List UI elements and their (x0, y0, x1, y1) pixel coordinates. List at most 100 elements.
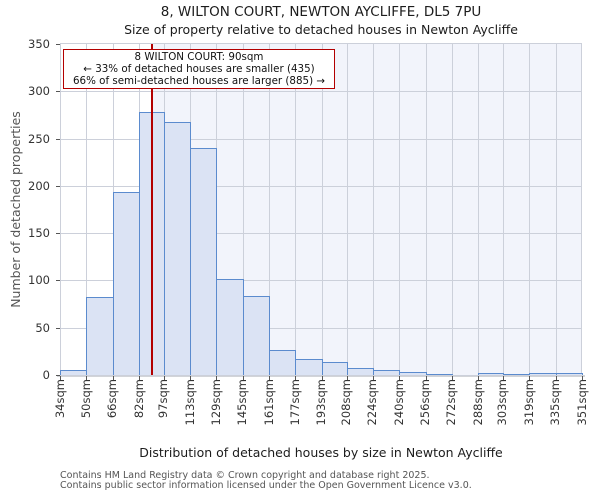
x-tick-label: 272sqm (444, 379, 459, 426)
x-tick-mark (478, 376, 480, 380)
y-tick-label: 0 (42, 368, 50, 382)
histogram-bar (372, 370, 401, 375)
histogram-bar (321, 361, 348, 375)
x-tick-label: 240sqm (391, 379, 406, 426)
horizontal-gridline (60, 185, 582, 187)
vertical-gridline (502, 44, 504, 375)
plot-area (60, 43, 583, 376)
chart-title: 8, WILTON COURT, NEWTON AYCLIFFE, DL5 7P… (160, 4, 482, 20)
x-tick-label: 335sqm (548, 379, 563, 426)
histogram-bar (112, 191, 141, 375)
vertical-gridline (529, 44, 531, 375)
vertical-gridline (581, 44, 582, 375)
x-tick-mark (60, 376, 61, 380)
histogram-bar (425, 373, 453, 375)
x-tick-label: 288sqm (470, 379, 485, 426)
x-tick-mark (190, 376, 192, 380)
x-tick-mark (399, 376, 401, 380)
x-tick-label: 256sqm (418, 379, 433, 426)
y-tick-mark (56, 327, 60, 329)
x-axis-label: Distribution of detached houses by size … (139, 445, 503, 460)
x-tick-mark (529, 376, 531, 380)
chart-subtitle: Size of property relative to detached ho… (124, 22, 518, 37)
x-tick-mark (163, 376, 165, 380)
annotation-line-2: ← 33% of detached houses are smaller (43… (83, 63, 315, 76)
x-tick-mark (86, 376, 88, 380)
x-tick-mark (425, 376, 427, 380)
x-tick-mark (582, 376, 583, 380)
histogram-bar (529, 373, 557, 375)
histogram-bar (295, 358, 323, 375)
x-tick-mark (321, 376, 323, 380)
footer-line-1: Contains HM Land Registry data © Crown c… (60, 470, 430, 481)
y-tick-mark (56, 44, 60, 45)
x-tick-label: 145sqm (235, 379, 250, 426)
x-tick-label: 97sqm (156, 379, 171, 419)
y-tick-label: 250 (28, 131, 50, 146)
horizontal-gridline (60, 327, 582, 329)
annotation-box: 8 WILTON COURT: 90sqm ← 33% of detached … (63, 49, 335, 89)
x-tick-label: 208sqm (339, 379, 354, 426)
histogram-bar (60, 370, 88, 375)
vertical-gridline (451, 44, 453, 375)
vertical-gridline (372, 44, 374, 375)
histogram-bar (555, 373, 583, 375)
histogram-bar (478, 373, 504, 375)
y-tick-mark (56, 375, 60, 376)
annotation-line-1: 8 WILTON COURT: 90sqm (134, 51, 264, 63)
histogram-bar (190, 148, 218, 375)
vertical-gridline (425, 44, 427, 375)
x-tick-label: 113sqm (182, 379, 197, 426)
x-tick-label: 224sqm (365, 379, 380, 426)
x-tick-label: 303sqm (495, 379, 510, 426)
vertical-gridline (86, 44, 88, 375)
y-tick-label: 50 (35, 320, 50, 335)
x-tick-label: 34sqm (52, 379, 67, 419)
x-tick-label: 82sqm (131, 379, 146, 419)
x-tick-mark (295, 376, 297, 380)
x-tick-label: 351sqm (574, 379, 589, 426)
x-tick-label: 50sqm (78, 379, 93, 419)
marker-line (151, 44, 153, 375)
x-tick-mark (216, 376, 218, 380)
y-tick-mark (56, 185, 60, 187)
x-tick-label: 161sqm (261, 379, 276, 426)
y-tick-mark (56, 233, 60, 235)
x-tick-label: 177sqm (287, 379, 302, 426)
y-tick-mark (56, 91, 60, 93)
histogram-bar (346, 368, 374, 375)
vertical-gridline (478, 44, 480, 375)
x-tick-mark (139, 376, 141, 380)
y-tick-label: 350 (28, 37, 50, 51)
vertical-gridline (295, 44, 297, 375)
histogram-bar (163, 122, 192, 375)
x-tick-label: 129sqm (208, 379, 223, 426)
x-tick-mark (269, 376, 271, 380)
x-tick-mark (242, 376, 244, 380)
horizontal-gridline (60, 43, 582, 44)
x-tick-label: 193sqm (314, 379, 329, 426)
x-tick-mark (112, 376, 114, 380)
vertical-gridline (346, 44, 348, 375)
x-tick-mark (555, 376, 557, 380)
horizontal-gridline (60, 375, 582, 376)
x-tick-label: 319sqm (521, 379, 536, 426)
vertical-gridline (269, 44, 271, 375)
x-tick-mark (346, 376, 348, 380)
horizontal-gridline (60, 91, 582, 93)
y-tick-label: 100 (28, 273, 50, 288)
x-tick-mark (372, 376, 374, 380)
y-axis-label: Number of detached properties (8, 111, 23, 308)
vertical-gridline (555, 44, 557, 375)
histogram-bar (216, 279, 244, 375)
horizontal-gridline (60, 138, 582, 140)
histogram-bar (269, 350, 297, 375)
annotation-line-3: 66% of semi-detached houses are larger (… (72, 75, 326, 88)
vertical-gridline (321, 44, 323, 375)
y-tick-label: 150 (28, 226, 50, 241)
footer-line-2: Contains public sector information licen… (60, 480, 472, 491)
vertical-gridline (242, 44, 244, 375)
y-tick-mark (56, 280, 60, 282)
histogram-bar (242, 295, 271, 375)
